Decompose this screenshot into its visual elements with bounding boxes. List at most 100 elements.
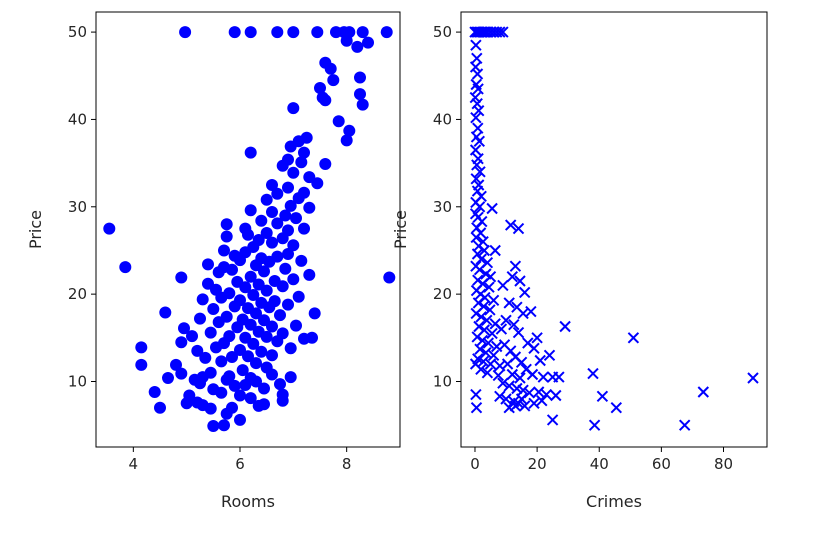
left-data-point bbox=[354, 88, 366, 101]
right-data-point bbox=[471, 248, 484, 260]
left-data-point bbox=[332, 115, 345, 128]
right-data-point bbox=[473, 201, 486, 213]
right-data-point bbox=[500, 393, 512, 405]
right-data-point bbox=[473, 263, 486, 276]
right-data-point bbox=[610, 401, 623, 414]
left-data-point bbox=[362, 36, 374, 49]
right-data-point bbox=[528, 342, 540, 355]
left-data-point bbox=[220, 230, 233, 243]
left-data-point bbox=[287, 26, 300, 39]
right-y-tick-label: 40 bbox=[433, 110, 452, 128]
right-data-point bbox=[514, 372, 526, 384]
left-data-point bbox=[242, 228, 254, 241]
left-data-point bbox=[239, 281, 252, 294]
left-data-point bbox=[319, 94, 332, 107]
left-data-point bbox=[223, 370, 236, 383]
left-x-tick-label: 6 bbox=[235, 455, 245, 473]
left-data-point bbox=[351, 40, 364, 53]
left-data-point bbox=[196, 293, 209, 306]
left-data-point bbox=[234, 413, 246, 426]
right-data-point bbox=[497, 26, 509, 38]
left-data-point bbox=[255, 345, 268, 358]
right-data-point bbox=[528, 397, 540, 410]
left-data-point bbox=[279, 262, 292, 275]
right-data-point bbox=[474, 166, 486, 178]
left-data-point bbox=[194, 312, 206, 325]
right-data-point bbox=[470, 307, 482, 320]
left-data-point bbox=[250, 357, 262, 370]
left-data-point bbox=[266, 349, 278, 362]
left-y-ticks: 10 20 30 40 50 bbox=[68, 23, 96, 390]
right-data-point bbox=[469, 144, 482, 156]
left-data-point bbox=[244, 146, 257, 159]
left-data-point bbox=[311, 177, 324, 190]
right-data-point bbox=[537, 371, 550, 383]
left-data-point bbox=[319, 158, 332, 170]
right-data-point bbox=[495, 323, 508, 335]
left-data-point bbox=[260, 193, 273, 206]
left-data-point bbox=[119, 261, 132, 274]
right-data-point bbox=[500, 314, 512, 327]
left-data-point bbox=[290, 212, 302, 225]
left-data-point bbox=[135, 341, 148, 354]
right-data-point bbox=[470, 231, 482, 244]
right-data-point bbox=[501, 358, 514, 370]
left-y-tick-label: 30 bbox=[68, 198, 87, 216]
right-data-point bbox=[494, 26, 506, 38]
left-data-point bbox=[311, 26, 324, 39]
left-data-point bbox=[284, 371, 297, 384]
right-y-tick-label: 30 bbox=[433, 198, 452, 216]
right-data-point bbox=[477, 355, 490, 368]
left-data-point bbox=[250, 375, 262, 388]
right-data-point bbox=[470, 111, 482, 124]
left-data-point bbox=[266, 236, 278, 249]
right-data-point bbox=[515, 393, 528, 405]
left-data-point bbox=[356, 26, 369, 39]
right-data-point bbox=[472, 83, 484, 95]
right-data-point bbox=[540, 388, 553, 401]
right-data-point bbox=[481, 367, 494, 379]
right-data-point bbox=[514, 275, 526, 287]
right-data-point bbox=[525, 305, 537, 318]
right-x-tick-label: 0 bbox=[470, 455, 480, 473]
left-data-point bbox=[162, 372, 174, 384]
right-axes-frame bbox=[460, 11, 768, 448]
left-data-point bbox=[247, 337, 260, 350]
left-data-point bbox=[274, 378, 286, 391]
crimes-price-scatter-plot: 0 20 40 60 80 10 20 30 40 50 Crimes Price bbox=[391, 11, 768, 511]
left-data-point bbox=[287, 239, 300, 252]
left-x-tick-label: 8 bbox=[342, 455, 352, 473]
left-x-tick-label: 4 bbox=[129, 455, 139, 473]
left-data-point bbox=[220, 310, 233, 323]
left-data-point bbox=[276, 388, 289, 401]
left-data-point bbox=[260, 227, 273, 239]
right-data-point bbox=[471, 68, 484, 80]
right-data-point bbox=[596, 390, 609, 403]
left-data-point bbox=[303, 268, 316, 281]
left-data-point bbox=[266, 206, 278, 218]
left-data-point bbox=[383, 271, 396, 284]
left-x-axis-label: Rooms bbox=[221, 492, 275, 511]
left-data-point bbox=[175, 336, 188, 349]
right-data-point bbox=[470, 39, 482, 51]
right-x-tick-label: 20 bbox=[528, 455, 547, 473]
right-data-point bbox=[481, 314, 493, 327]
right-data-point bbox=[486, 327, 498, 340]
right-data-point bbox=[588, 419, 601, 431]
right-data-point bbox=[506, 368, 519, 381]
left-data-point bbox=[178, 322, 190, 335]
left-data-point bbox=[244, 392, 257, 405]
right-y-tick-label: 20 bbox=[433, 285, 452, 303]
left-data-point bbox=[276, 327, 289, 340]
left-data-point bbox=[236, 364, 249, 377]
right-data-point bbox=[504, 219, 517, 231]
left-data-point bbox=[303, 201, 316, 214]
right-data-point bbox=[470, 401, 483, 414]
right-data-point bbox=[508, 318, 520, 331]
right-data-point bbox=[484, 304, 496, 316]
right-data-point bbox=[497, 377, 509, 389]
right-data-point bbox=[543, 349, 556, 362]
right-data-point bbox=[559, 320, 571, 333]
left-data-point bbox=[239, 246, 252, 259]
